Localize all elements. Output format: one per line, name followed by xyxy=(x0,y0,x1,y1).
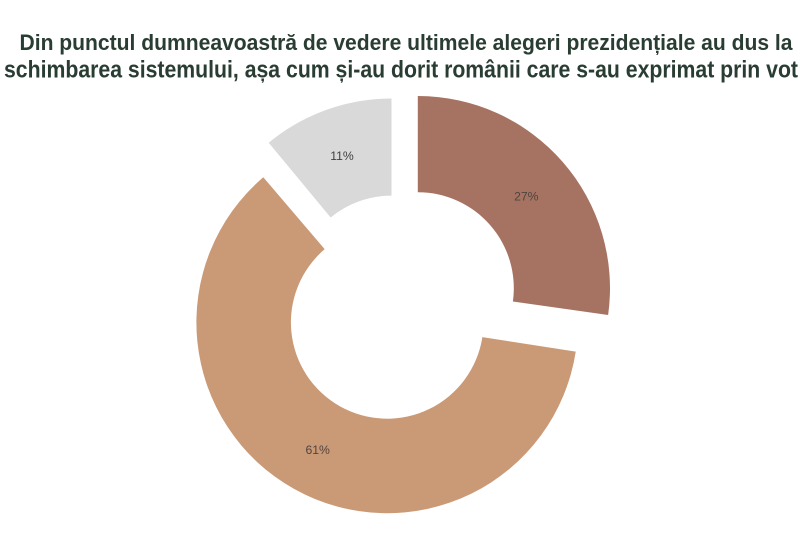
svg-text:schimbarea sistemului, așa cum: schimbarea sistemului, așa cum și-au dor… xyxy=(4,57,798,84)
svg-text:61%: 61% xyxy=(305,443,330,457)
svg-text:11%: 11% xyxy=(330,149,354,163)
svg-text:27%: 27% xyxy=(514,190,539,204)
svg-text:Din punctul dumneavoastră de v: Din punctul dumneavoastră de vedere ulti… xyxy=(20,30,794,55)
